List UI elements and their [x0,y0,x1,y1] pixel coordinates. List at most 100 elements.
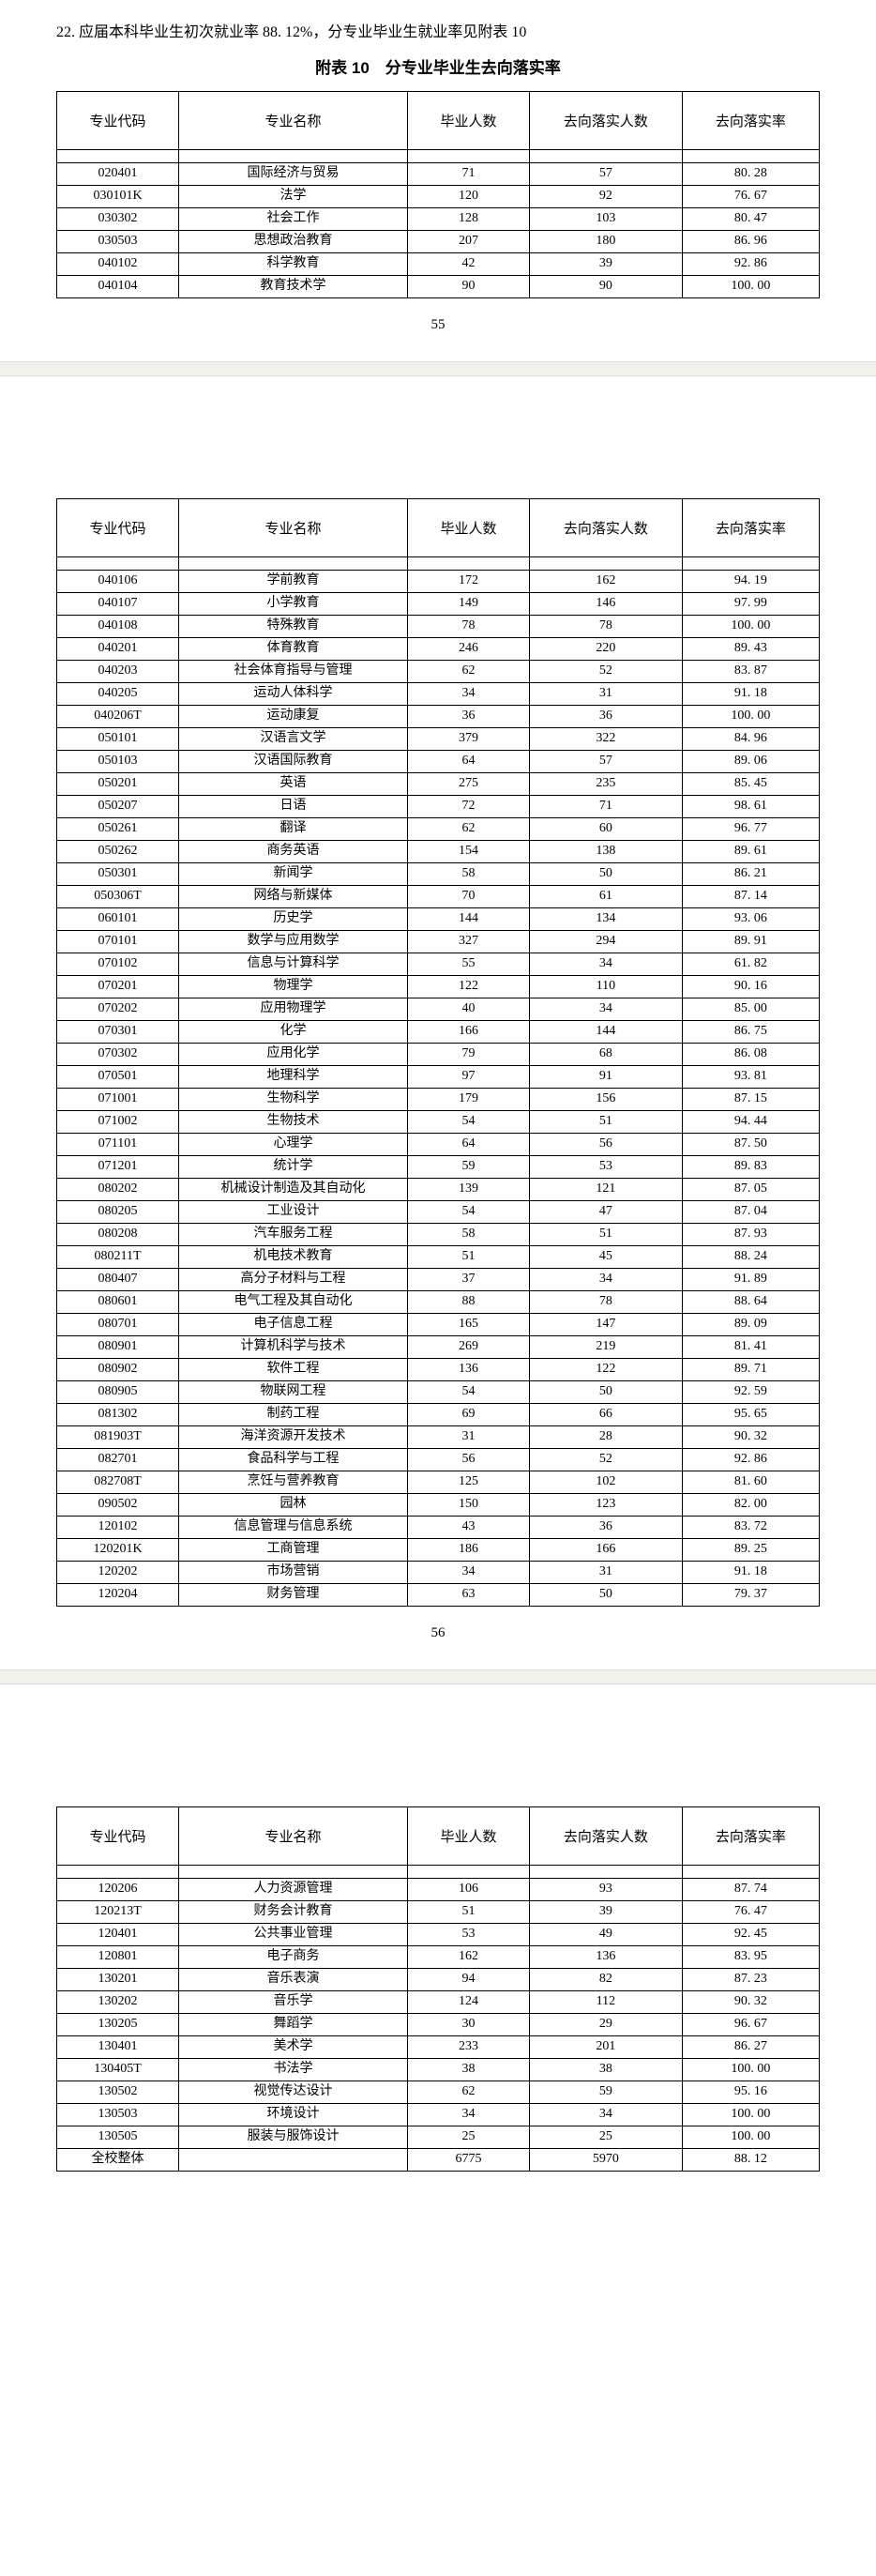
cell-rate: 89. 43 [682,638,819,661]
cell-rate: 89. 83 [682,1156,819,1179]
cell-name: 书法学 [179,2059,408,2081]
cell-rate: 92. 86 [682,253,819,276]
table-row: 080901计算机科学与技术26921981. 41 [57,1336,820,1359]
cell-emp: 31 [530,1562,683,1584]
cell-rate: 90. 32 [682,1426,819,1449]
page-55: 22. 应届本科毕业生初次就业率 88. 12%，分专业毕业生就业率见附表 10… [0,0,876,361]
cell-emp: 78 [530,1291,683,1314]
header-emp: 去向落实人数 [530,92,683,150]
cell-rate: 89. 06 [682,751,819,773]
cell-grad: 43 [407,1517,529,1539]
cell-rate: 98. 61 [682,796,819,818]
cell-grad: 139 [407,1179,529,1201]
spacer-cell [407,150,529,163]
cell-name: 汉语国际教育 [179,751,408,773]
cell-rate: 83. 72 [682,1517,819,1539]
cell-code: 070101 [57,931,179,953]
cell-emp: 121 [530,1179,683,1201]
table-row: 050201英语27523585. 45 [57,773,820,796]
header-code: 专业代码 [57,1807,179,1866]
header-rate: 去向落实率 [682,499,819,557]
cell-code: 040203 [57,661,179,683]
cell-emp: 122 [530,1359,683,1381]
cell-grad: 34 [407,1562,529,1584]
cell-grad: 55 [407,953,529,976]
cell-grad: 128 [407,208,529,231]
cell-emp: 123 [530,1494,683,1517]
table-row: 070101数学与应用数学32729489. 91 [57,931,820,953]
spacer-cell [57,557,179,571]
cell-emp: 29 [530,2014,683,2036]
table-row: 130503环境设计3434100. 00 [57,2104,820,2126]
cell-name: 应用物理学 [179,998,408,1021]
cell-rate: 96. 67 [682,2014,819,2036]
cell-rate: 88. 24 [682,1246,819,1269]
cell-grad: 125 [407,1471,529,1494]
cell-code: 050201 [57,773,179,796]
table-row: 030101K法学1209276. 67 [57,186,820,208]
cell-emp: 144 [530,1021,683,1044]
cell-name: 教育技术学 [179,276,408,298]
cell-grad: 37 [407,1269,529,1291]
cell-grad: 56 [407,1449,529,1471]
table-row: 130405T书法学3838100. 00 [57,2059,820,2081]
cell-name: 财务会计教育 [179,1901,408,1924]
table-row: 040203社会体育指导与管理625283. 87 [57,661,820,683]
cell-name: 计算机科学与技术 [179,1336,408,1359]
table-row: 071002生物技术545194. 44 [57,1111,820,1134]
cell-name: 人力资源管理 [179,1879,408,1901]
cell-name: 网络与新媒体 [179,886,408,908]
cell-grad: 106 [407,1879,529,1901]
cell-emp: 57 [530,163,683,186]
cell-grad: 69 [407,1404,529,1426]
cell-code: 050301 [57,863,179,886]
cell-rate: 91. 18 [682,683,819,706]
cell-grad: 154 [407,841,529,863]
cell-name: 软件工程 [179,1359,408,1381]
cell-code: 071001 [57,1089,179,1111]
header-grad: 毕业人数 [407,92,529,150]
cell-emp: 53 [530,1156,683,1179]
table-row: 090502园林15012382. 00 [57,1494,820,1517]
cell-code: 130502 [57,2081,179,2104]
table-row: 080205工业设计544787. 04 [57,1201,820,1224]
cell-code: 全校整体 [57,2149,179,2172]
table-title: 附表 10 分专业毕业生去向落实率 [56,54,820,78]
cell-grad: 54 [407,1111,529,1134]
table-row: 082708T烹饪与营养教育12510281. 60 [57,1471,820,1494]
cell-rate: 93. 06 [682,908,819,931]
cell-rate: 100. 00 [682,276,819,298]
cell-grad: 122 [407,976,529,998]
cell-grad: 275 [407,773,529,796]
cell-name: 舞蹈学 [179,2014,408,2036]
cell-code: 070301 [57,1021,179,1044]
cell-name: 社会工作 [179,208,408,231]
cell-emp: 134 [530,908,683,931]
cell-code: 070102 [57,953,179,976]
cell-rate: 89. 71 [682,1359,819,1381]
cell-grad: 207 [407,231,529,253]
table-row: 020401国际经济与贸易715780. 28 [57,163,820,186]
table-row: 070202应用物理学403485. 00 [57,998,820,1021]
cell-name: 信息管理与信息系统 [179,1517,408,1539]
cell-name: 电子信息工程 [179,1314,408,1336]
cell-grad: 64 [407,751,529,773]
table-57: 专业代码 专业名称 毕业人数 去向落实人数 去向落实率 120206人力资源管理… [56,1806,820,2172]
cell-grad: 79 [407,1044,529,1066]
header-rate: 去向落实率 [682,92,819,150]
cell-code: 080905 [57,1381,179,1404]
cell-emp: 294 [530,931,683,953]
cell-rate: 82. 00 [682,1494,819,1517]
cell-name: 小学教育 [179,593,408,616]
cell-name: 市场营销 [179,1562,408,1584]
cell-grad: 327 [407,931,529,953]
header-name: 专业名称 [179,499,408,557]
cell-grad: 62 [407,661,529,683]
cell-rate: 94. 44 [682,1111,819,1134]
page-number: 56 [56,1625,820,1641]
cell-code: 050101 [57,728,179,751]
cell-code: 080205 [57,1201,179,1224]
cell-emp: 92 [530,186,683,208]
table-row: 081903T海洋资源开发技术312890. 32 [57,1426,820,1449]
table-header: 专业代码 专业名称 毕业人数 去向落实人数 去向落实率 [57,499,820,557]
